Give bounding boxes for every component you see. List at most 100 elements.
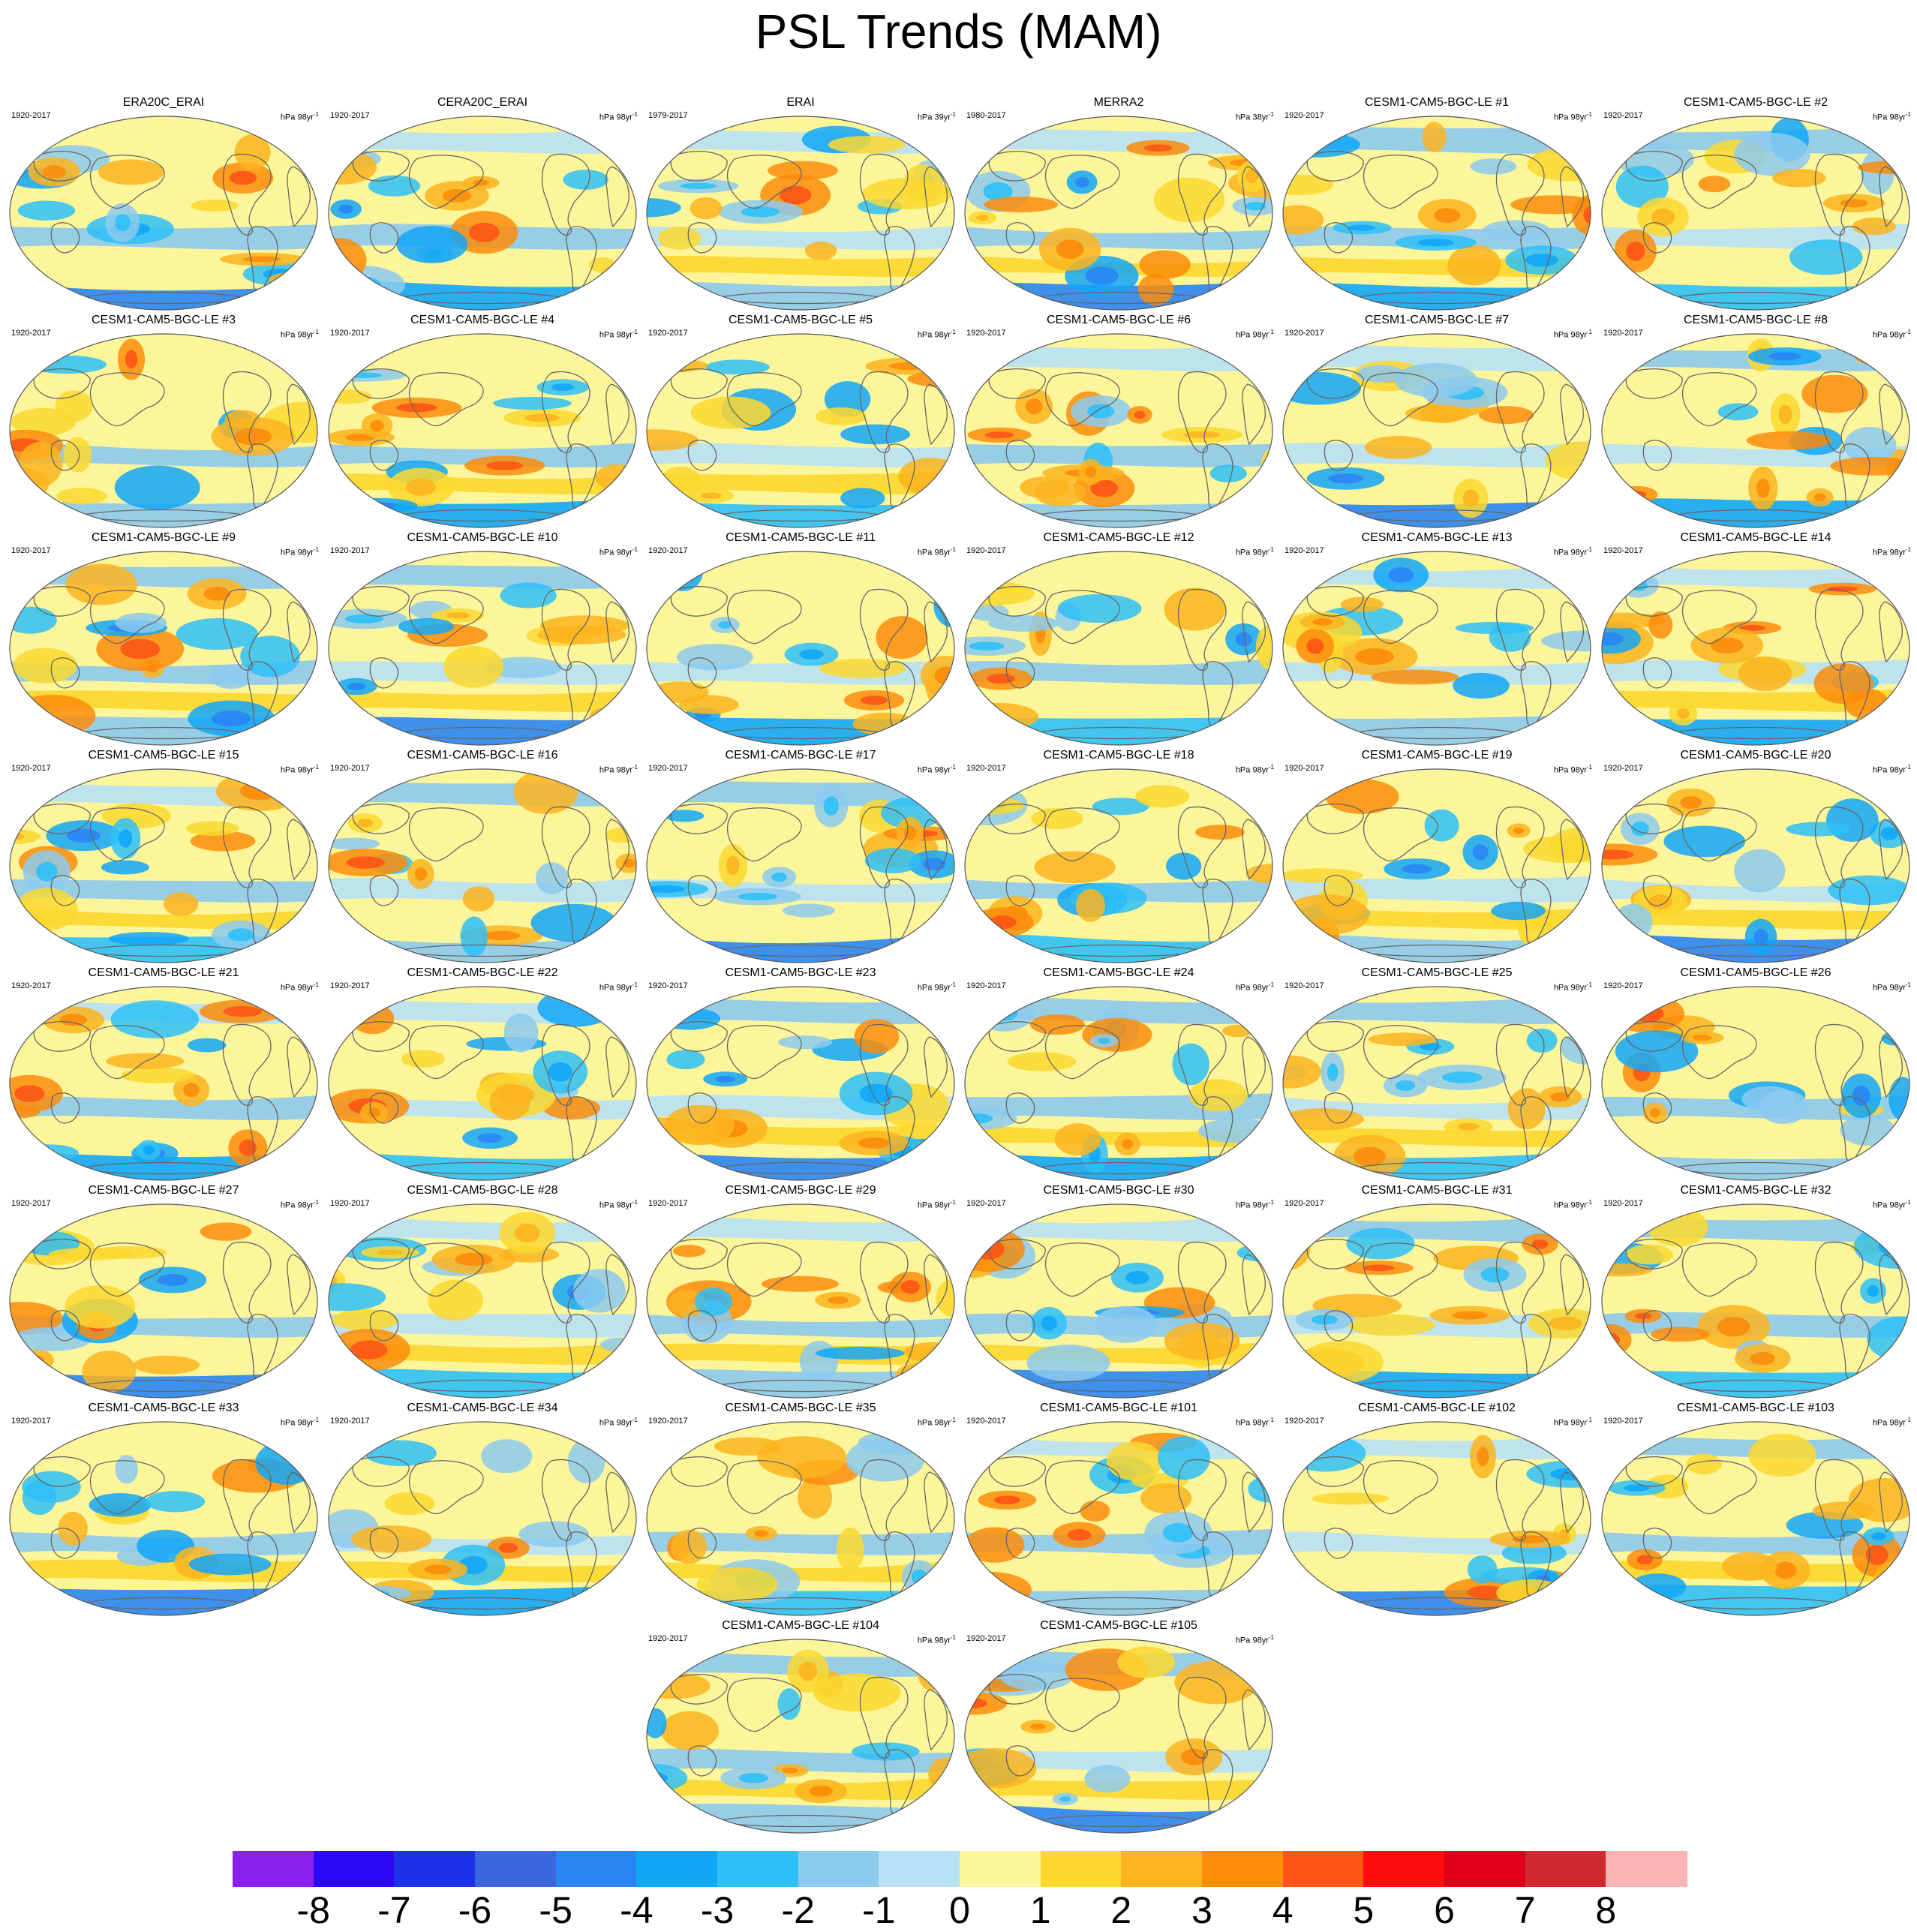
colorbar-label: 4 xyxy=(1272,1889,1294,1931)
panel-units: hPa 98yr-1 xyxy=(1554,110,1592,123)
units-prefix: hPa xyxy=(917,765,935,775)
units-exponent: -1 xyxy=(950,329,956,335)
panel-units: hPa 98yr-1 xyxy=(1236,1415,1274,1429)
panel-units: hPa 98yr-1 xyxy=(1236,1197,1274,1211)
panel-years: 1980-2017 xyxy=(966,111,1006,120)
units-exponent: -1 xyxy=(632,981,638,988)
map-outline xyxy=(328,986,637,1181)
units-suffix: yr xyxy=(1261,983,1269,993)
colorbar-cell xyxy=(233,1851,314,1887)
trend-field xyxy=(965,116,1272,310)
panel-title: CESM1-CAM5-BGC-LE #3 xyxy=(91,314,236,326)
world-map xyxy=(964,551,1273,746)
panel-title: CESM1-CAM5-BGC-LE #15 xyxy=(88,749,239,762)
trend-field xyxy=(647,769,954,963)
map-panel: CESM1-CAM5-BGC-LE #18 1920-2017 hPa 98yr-1 xyxy=(959,749,1279,965)
world-map xyxy=(9,116,318,311)
panel-units: hPa 98yr-1 xyxy=(918,327,956,341)
panel-title: CESM1-CAM5-BGC-LE #21 xyxy=(88,966,239,979)
units-span: 98 xyxy=(616,330,626,340)
panel-title: CESM1-CAM5-BGC-LE #29 xyxy=(725,1184,876,1197)
map-outline xyxy=(1282,986,1591,1181)
panel-years: 1920-2017 xyxy=(11,981,51,990)
map-outline xyxy=(1601,986,1910,1181)
map-outline xyxy=(1282,768,1591,963)
units-span: 98 xyxy=(297,765,307,775)
map-outline xyxy=(328,1421,637,1616)
map-outline xyxy=(1601,1203,1910,1399)
trend-field xyxy=(647,551,954,745)
world-map xyxy=(328,1203,637,1399)
world-map xyxy=(646,768,955,963)
units-span: 98 xyxy=(616,1418,626,1428)
panel-years: 1920-2017 xyxy=(1285,764,1324,773)
panel-title: CESM1-CAM5-BGC-LE #12 xyxy=(1043,531,1194,544)
panel-title: CESM1-CAM5-BGC-LE #1 xyxy=(1364,96,1510,109)
map-outline xyxy=(9,116,318,311)
map-outline xyxy=(1282,333,1591,528)
panel-title: CESM1-CAM5-BGC-LE #16 xyxy=(407,749,558,762)
map-panel: CESM1-CAM5-BGC-LE #1 1920-2017 hPa 98yr-1 xyxy=(1277,96,1597,312)
units-exponent: -1 xyxy=(1905,764,1911,771)
trend-field xyxy=(647,116,954,310)
map-panel: CESM1-CAM5-BGC-LE #4 1920-2017 hPa 98yr-1 xyxy=(323,314,642,530)
panel-title: CESM1-CAM5-BGC-LE #11 xyxy=(726,531,876,544)
map-outline xyxy=(9,1203,318,1399)
panel-years: 1920-2017 xyxy=(966,1417,1006,1426)
world-map xyxy=(964,1203,1273,1399)
trend-field xyxy=(965,987,1272,1180)
map-panel: CESM1-CAM5-BGC-LE #14 1920-2017 hPa 98yr-1 xyxy=(1596,531,1915,747)
panel-years: 1920-2017 xyxy=(648,1634,688,1643)
units-span: 98 xyxy=(934,1418,944,1428)
panel-title: CESM1-CAM5-BGC-LE #33 xyxy=(88,1402,239,1414)
map-panel: CESM1-CAM5-BGC-LE #105 1920-2017 hPa 98yr-… xyxy=(959,1619,1279,1835)
map-outline xyxy=(646,1639,955,1834)
units-exponent: -1 xyxy=(950,1417,956,1423)
units-span: 98 xyxy=(1252,1418,1262,1428)
units-span: 98 xyxy=(616,113,626,122)
units-suffix: yr xyxy=(943,330,951,340)
units-prefix: hPa xyxy=(280,330,298,340)
panel-units: hPa 98yr-1 xyxy=(918,762,956,776)
colorbar-label: 3 xyxy=(1191,1889,1212,1931)
page-title: PSL Trends (MAM) xyxy=(755,5,1162,59)
units-prefix: hPa xyxy=(1872,330,1890,340)
map-panel: CESM1-CAM5-BGC-LE #23 1920-2017 hPa 98yr-1 xyxy=(641,966,960,1182)
trend-field xyxy=(1283,769,1591,963)
panel-units: hPa 98yr-1 xyxy=(1554,327,1592,341)
world-map xyxy=(964,116,1273,311)
colorbar-cell xyxy=(1525,1851,1606,1887)
panel-units: hPa 98yr-1 xyxy=(599,327,638,341)
panel-years: 1920-2017 xyxy=(966,981,1006,990)
map-panel: CESM1-CAM5-BGC-LE #26 1920-2017 hPa 98yr-1 xyxy=(1596,966,1915,1182)
colorbar-label: 1 xyxy=(1029,1889,1051,1931)
map-panel: CESM1-CAM5-BGC-LE #102 1920-2017 hPa 98yr-… xyxy=(1277,1402,1597,1618)
panel-years: 1920-2017 xyxy=(966,1199,1006,1208)
panel-units: hPa 98yr-1 xyxy=(1873,762,1911,776)
world-map xyxy=(328,116,637,311)
map-panel: CESM1-CAM5-BGC-LE #7 1920-2017 hPa 98yr-1 xyxy=(1277,314,1597,530)
map-outline xyxy=(646,116,955,311)
units-exponent: -1 xyxy=(950,546,956,553)
map-panel: CESM1-CAM5-BGC-LE #21 1920-2017 hPa 98yr-1 xyxy=(4,966,323,1182)
panel-units: hPa 98yr-1 xyxy=(1554,980,1592,993)
units-prefix: hPa xyxy=(917,983,935,993)
units-suffix: yr xyxy=(306,330,314,340)
units-exponent: -1 xyxy=(1905,329,1911,335)
units-span: 98 xyxy=(934,548,944,557)
map-panel: CESM1-CAM5-BGC-LE #101 1920-2017 hPa 98yr-… xyxy=(959,1402,1279,1618)
map-outline xyxy=(328,768,637,963)
panel-years: 1920-2017 xyxy=(1603,329,1643,338)
world-map xyxy=(328,333,637,528)
map-panel: CESM1-CAM5-BGC-LE #2 1920-2017 hPa 98yr-1 xyxy=(1596,96,1915,312)
colorbar-label: -8 xyxy=(296,1889,330,1931)
units-exponent: -1 xyxy=(313,546,319,553)
trend-field xyxy=(1602,1204,1909,1398)
units-span: 98 xyxy=(297,1418,307,1428)
units-span: 98 xyxy=(616,548,626,557)
panel-years: 1920-2017 xyxy=(11,764,51,773)
colorbar-label: -5 xyxy=(539,1889,572,1931)
panel-units: hPa 98yr-1 xyxy=(1873,110,1911,123)
units-exponent: -1 xyxy=(632,764,638,771)
colorbar-label: 5 xyxy=(1353,1889,1375,1931)
